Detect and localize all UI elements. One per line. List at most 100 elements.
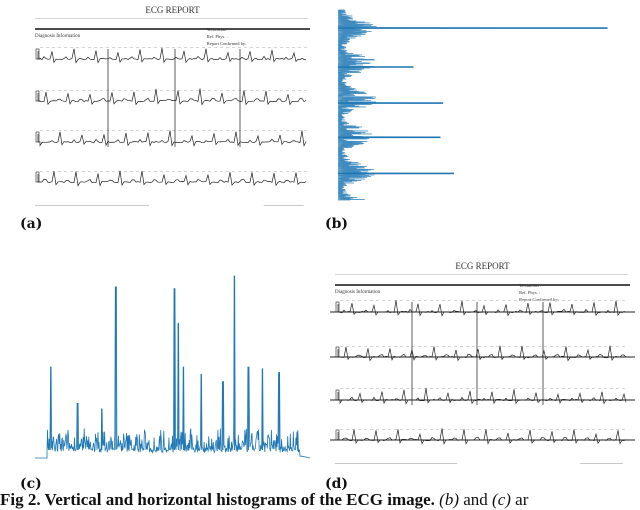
lead-label-dots bbox=[208, 171, 211, 172]
lead-label-dots bbox=[598, 429, 601, 430]
lead-label-dots bbox=[100, 90, 103, 91]
lead-label-dots bbox=[358, 300, 361, 301]
lead-label-dots bbox=[616, 429, 619, 430]
lead-label-dots bbox=[340, 300, 343, 301]
lead-label-dots bbox=[262, 47, 265, 48]
lead-label-dots bbox=[106, 130, 109, 131]
panel-label-d: (d) bbox=[325, 476, 349, 492]
lead-label-dots bbox=[64, 130, 67, 131]
lead-label-dots bbox=[538, 300, 541, 301]
lead-label-dots bbox=[118, 90, 121, 91]
lead-label-dots bbox=[610, 429, 613, 430]
report-field: Ref. Phys. : bbox=[519, 290, 540, 295]
lead-label-dots bbox=[220, 171, 223, 172]
lead-label-dots bbox=[430, 346, 433, 347]
lead-label-dots bbox=[496, 429, 499, 430]
lead-label-dots bbox=[610, 346, 613, 347]
lead-label-dots bbox=[478, 346, 481, 347]
lead-label-dots bbox=[148, 47, 151, 48]
lead-label-dots bbox=[376, 388, 379, 389]
panel-label-c: (c) bbox=[20, 476, 42, 492]
report-field: Technician : bbox=[519, 283, 541, 288]
lead-label-dots bbox=[592, 346, 595, 347]
lead-label-dots bbox=[118, 130, 121, 131]
lead-label-dots bbox=[70, 47, 73, 48]
lead-label-dots bbox=[190, 171, 193, 172]
lead-label-dots bbox=[94, 171, 97, 172]
lead-label-dots bbox=[58, 171, 61, 172]
lead-label-dots bbox=[592, 429, 595, 430]
lead-label-dots bbox=[598, 346, 601, 347]
lead-label-dots bbox=[412, 388, 415, 389]
lead-label-dots bbox=[442, 346, 445, 347]
lead-label-dots bbox=[208, 130, 211, 131]
footer-line bbox=[35, 205, 149, 206]
lead-label-dots bbox=[88, 130, 91, 131]
lead-label-dots bbox=[484, 346, 487, 347]
lead-label-dots bbox=[424, 388, 427, 389]
lead-label-dots bbox=[358, 429, 361, 430]
lead-label-dots bbox=[148, 130, 151, 131]
lead-label-dots bbox=[76, 171, 79, 172]
lead-label-dots bbox=[256, 130, 259, 131]
lead-label-dots bbox=[52, 90, 55, 91]
lead-label-dots bbox=[94, 47, 97, 48]
lead-label-dots bbox=[172, 171, 175, 172]
lead-label-dots bbox=[172, 90, 175, 91]
lead-label-dots bbox=[220, 130, 223, 131]
lead-label-dots bbox=[58, 90, 61, 91]
lead-label-dots bbox=[622, 388, 625, 389]
lead-label-dots bbox=[70, 90, 73, 91]
lead-label-dots bbox=[58, 130, 61, 131]
lead-label-dots bbox=[394, 346, 397, 347]
lead-label-dots bbox=[526, 429, 529, 430]
lead-label-dots bbox=[532, 388, 535, 389]
lead-label-dots bbox=[418, 300, 421, 301]
lead-label-dots bbox=[52, 130, 55, 131]
lead-label-dots bbox=[202, 47, 205, 48]
lead-label-dots bbox=[388, 388, 391, 389]
lead-label-dots bbox=[250, 90, 253, 91]
header-text-line bbox=[335, 274, 628, 275]
report-field: Report Confirmed by: bbox=[207, 41, 247, 46]
lead-label-dots bbox=[586, 388, 589, 389]
lead-label-dots bbox=[352, 388, 355, 389]
figure-caption: Fig 2. Vertical and horizontal histogram… bbox=[0, 490, 640, 510]
lead-label-dots bbox=[124, 90, 127, 91]
lead-label-dots bbox=[454, 346, 457, 347]
ecg-lead-trace bbox=[337, 388, 627, 405]
ecg-image-d: ECG REPORT Diagnosis Information Technicia… bbox=[330, 261, 635, 464]
lead-label-dots bbox=[64, 171, 67, 172]
lead-label-dots bbox=[466, 300, 469, 301]
lead-label-dots bbox=[424, 346, 427, 347]
lead-label-dots bbox=[436, 388, 439, 389]
lead-label-dots bbox=[496, 388, 499, 389]
lead-label-dots bbox=[586, 429, 589, 430]
lead-label-dots bbox=[244, 90, 247, 91]
lead-label-dots bbox=[478, 300, 481, 301]
lead-label-dots bbox=[178, 130, 181, 131]
lead-label-dots bbox=[340, 429, 343, 430]
lead-label-dots bbox=[106, 90, 109, 91]
lead-label-dots bbox=[466, 388, 469, 389]
ecg-lead-trace bbox=[37, 170, 307, 187]
lead-label-dots bbox=[370, 346, 373, 347]
calibration-pulse bbox=[335, 429, 340, 441]
lead-label-dots bbox=[538, 429, 541, 430]
lead-label-dots bbox=[370, 388, 373, 389]
lead-label-dots bbox=[232, 130, 235, 131]
lead-label-dots bbox=[70, 130, 73, 131]
lead-label-dots bbox=[466, 429, 469, 430]
lead-label-dots bbox=[454, 429, 457, 430]
lead-label-dots bbox=[496, 346, 499, 347]
lead-label-dots bbox=[196, 47, 199, 48]
lead-label-dots bbox=[382, 429, 385, 430]
lead-label-dots bbox=[40, 90, 43, 91]
lead-label-dots bbox=[370, 300, 373, 301]
lead-label-dots bbox=[610, 388, 613, 389]
lead-label-dots bbox=[568, 429, 571, 430]
lead-label-dots bbox=[520, 388, 523, 389]
lead-label-dots bbox=[352, 346, 355, 347]
lead-label-dots bbox=[190, 90, 193, 91]
lead-label-dots bbox=[436, 346, 439, 347]
